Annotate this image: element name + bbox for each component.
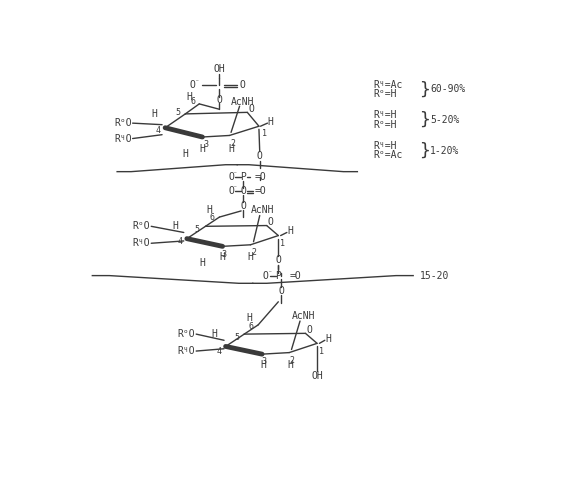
Text: Rᵒ=Ac: Rᵒ=Ac [373, 150, 402, 160]
Text: AcNH: AcNH [231, 96, 254, 106]
Text: 5-20%: 5-20% [430, 115, 459, 125]
Text: H: H [220, 252, 225, 262]
Text: Rᵒ=H: Rᵒ=H [373, 120, 397, 130]
Text: RᶣO: RᶣO [177, 346, 195, 356]
Text: 3: 3 [262, 358, 267, 366]
Text: O: O [306, 326, 312, 336]
Text: 6: 6 [190, 97, 195, 106]
Text: O: O [257, 151, 263, 161]
Text: 3: 3 [221, 250, 227, 258]
Text: 6: 6 [209, 212, 214, 222]
Text: 1-20%: 1-20% [430, 146, 459, 156]
Text: O: O [268, 218, 273, 228]
Text: O: O [275, 255, 281, 265]
Text: ⁻: ⁻ [233, 184, 238, 192]
Text: 1: 1 [262, 130, 267, 138]
Text: Rᵒ=H: Rᵒ=H [373, 89, 397, 99]
Text: OH: OH [311, 370, 323, 380]
Text: 6: 6 [249, 322, 254, 331]
Text: H: H [151, 109, 157, 119]
Text: 5: 5 [175, 108, 180, 117]
Text: H: H [199, 144, 205, 154]
Text: ⁻: ⁻ [233, 170, 238, 178]
Text: RᶣO: RᶣO [114, 134, 132, 143]
Text: O: O [240, 80, 246, 90]
Text: RᶣO: RᶣO [133, 238, 150, 248]
Text: RᵒO: RᵒO [133, 222, 150, 232]
Text: O: O [228, 172, 234, 182]
Text: 4: 4 [216, 346, 221, 356]
Text: O: O [279, 286, 284, 296]
Text: O: O [228, 186, 234, 196]
Text: Rᶣ=H: Rᶣ=H [373, 110, 397, 120]
Text: 4: 4 [177, 237, 182, 246]
Text: 1: 1 [319, 346, 324, 356]
Text: ⁻: ⁻ [268, 268, 273, 277]
Text: O: O [241, 202, 246, 211]
Text: =O: =O [254, 172, 266, 182]
Text: }: } [419, 111, 431, 129]
Text: 2: 2 [290, 356, 295, 365]
Text: P: P [241, 172, 246, 182]
Text: RᵒO: RᵒO [114, 118, 132, 128]
Text: O: O [216, 95, 223, 105]
Text: P: P [275, 270, 281, 280]
Text: O: O [241, 186, 246, 196]
Text: AcNH: AcNH [251, 205, 275, 215]
Text: }: } [419, 142, 431, 160]
Text: 15-20: 15-20 [419, 270, 449, 280]
Text: 5: 5 [194, 225, 199, 234]
Text: OH: OH [214, 64, 225, 74]
Text: H: H [207, 205, 212, 215]
Text: H: H [228, 144, 234, 154]
Text: O: O [263, 270, 269, 280]
Text: }: } [419, 80, 431, 98]
Text: 5: 5 [234, 332, 239, 342]
Text: H: H [212, 329, 218, 339]
Text: 2: 2 [251, 248, 256, 257]
Text: O: O [189, 80, 195, 90]
Text: 60-90%: 60-90% [430, 84, 466, 94]
Text: O: O [248, 104, 254, 115]
Text: H: H [268, 116, 273, 126]
Text: ⁻: ⁻ [194, 77, 199, 86]
Text: =O: =O [254, 186, 266, 196]
Text: H: H [260, 360, 266, 370]
Text: H: H [186, 92, 192, 102]
Text: H: H [182, 149, 188, 159]
Text: 3: 3 [203, 140, 208, 149]
Text: 4: 4 [156, 126, 160, 136]
Text: 2: 2 [231, 140, 236, 148]
Text: Rᶣ=H: Rᶣ=H [373, 141, 397, 151]
Text: H: H [325, 334, 331, 344]
Text: 1: 1 [280, 239, 285, 248]
Text: H: H [287, 226, 293, 236]
Text: =O: =O [289, 270, 301, 280]
Text: AcNH: AcNH [292, 310, 315, 320]
Text: Rᶣ=Ac: Rᶣ=Ac [373, 80, 402, 90]
Text: H: H [247, 252, 253, 262]
Text: H: H [246, 313, 252, 323]
Text: RᵒO: RᵒO [177, 329, 195, 339]
Text: H: H [199, 258, 205, 268]
Text: H: H [172, 222, 178, 232]
Text: H: H [287, 360, 293, 370]
